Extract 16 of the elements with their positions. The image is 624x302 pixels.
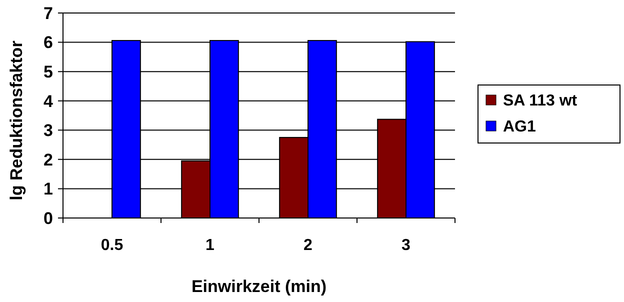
y-tick-label: 1 (44, 180, 53, 199)
x-tick-label: 1 (206, 237, 215, 254)
y-tick-label: 2 (44, 150, 53, 170)
y-tick-label: 3 (44, 121, 53, 140)
x-tick-label: 2 (304, 237, 313, 254)
legend-label: AG1 (503, 118, 536, 136)
x-tick-label: 3 (402, 237, 411, 254)
y-tick-label: 7 (44, 4, 53, 23)
y-tick-label: 0 (44, 208, 53, 228)
y-axis-title: lg Reduktionsfaktor (7, 40, 26, 200)
legend-label: SA 113 wt (503, 92, 578, 110)
x-tick-label: 0.5 (100, 237, 124, 254)
y-tick-label: 4 (44, 92, 54, 111)
y-tick-label: 5 (44, 62, 53, 82)
x-axis-title: Einwirkzeit (min) (191, 277, 327, 296)
y-tick-label: 6 (44, 33, 53, 52)
